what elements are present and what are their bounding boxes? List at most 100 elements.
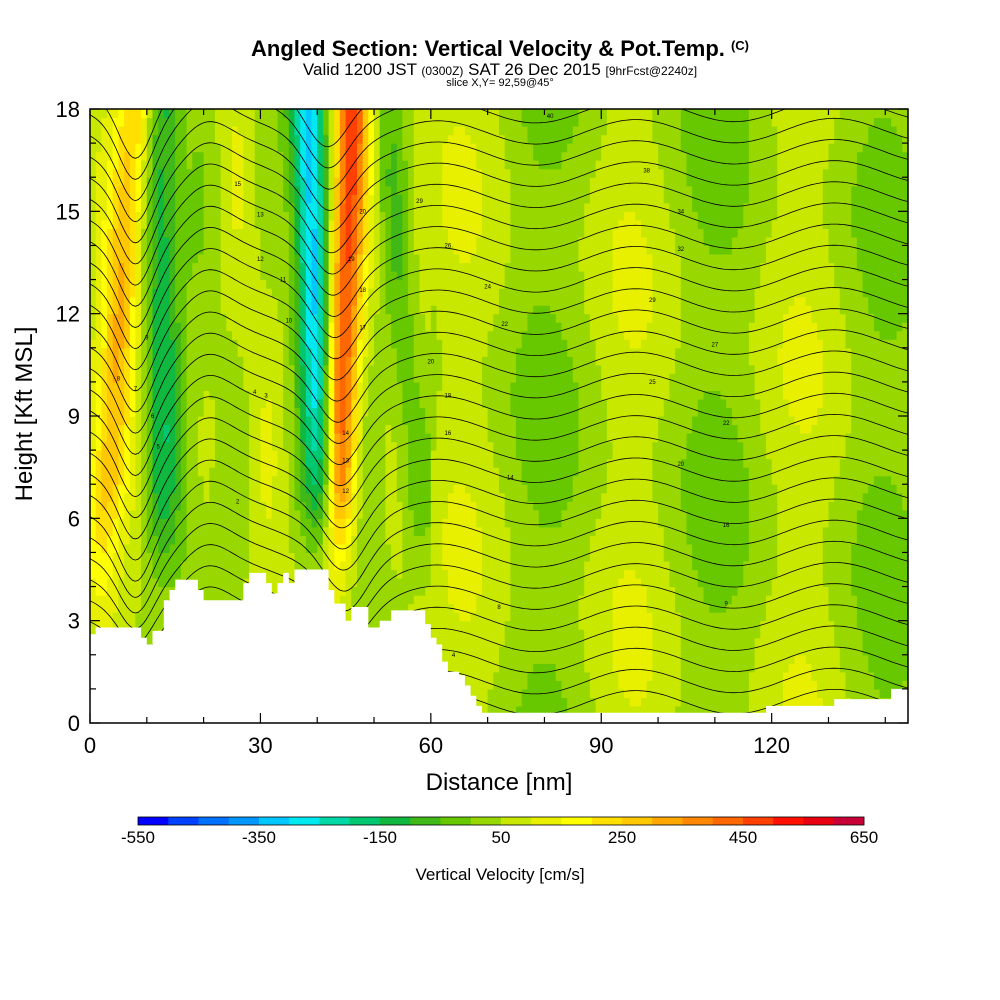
field-cell (447, 586, 455, 596)
field-cell (163, 373, 171, 383)
field-cell (271, 185, 279, 195)
field-cell (459, 518, 466, 528)
field-cell (152, 407, 159, 417)
field-cell (351, 177, 358, 187)
field-cell (118, 612, 125, 622)
field-cell (345, 612, 352, 622)
field-cell (385, 296, 392, 306)
field-cell (322, 339, 330, 349)
field-cell (197, 143, 205, 153)
field-cell (158, 313, 165, 323)
field-cell (294, 254, 301, 264)
field-cell (345, 441, 352, 451)
field-cell (294, 305, 301, 315)
field-cell (413, 373, 421, 383)
field-cell (152, 177, 159, 187)
field-cell (220, 373, 227, 383)
field-cell (101, 373, 108, 383)
field-cell (391, 458, 398, 468)
field-cell (442, 177, 449, 187)
field-cell (311, 450, 318, 460)
field-cell (95, 467, 102, 477)
field-cell (476, 501, 483, 511)
field-cell (152, 322, 159, 332)
field-cell (254, 245, 261, 255)
field-cell (112, 416, 119, 426)
field-cell (175, 279, 182, 289)
field-cell (288, 143, 296, 153)
field-cell (368, 185, 375, 195)
field-cell (124, 450, 131, 460)
field-cell (254, 450, 261, 460)
field-cell (311, 458, 318, 468)
field-cell (413, 578, 421, 588)
field-cell (385, 254, 392, 264)
field-cell (175, 109, 182, 119)
field-cell (271, 526, 279, 536)
field-cell (328, 484, 335, 494)
field-cell (413, 390, 421, 400)
field-cell (305, 177, 313, 187)
field-cell (95, 509, 102, 519)
field-cell (243, 254, 250, 264)
field-cell (226, 117, 233, 127)
field-cell (226, 339, 233, 349)
field-cell (95, 202, 102, 212)
field-cell (169, 535, 176, 545)
field-cell (266, 552, 273, 562)
field-cell (470, 373, 477, 383)
field-cell (396, 168, 404, 178)
field-cell (118, 441, 125, 451)
field-cell (322, 373, 330, 383)
field-cell (124, 168, 131, 178)
field-cell (95, 484, 102, 494)
field-cell (419, 271, 426, 281)
field-cell (118, 168, 125, 178)
field-cell (442, 484, 449, 494)
field-cell (413, 364, 421, 374)
field-cell (311, 535, 318, 545)
field-cell (101, 160, 108, 170)
chart-subtitle: Valid 1200 JST (0300Z) SAT 26 Dec 2015 [… (0, 60, 1000, 80)
field-cell (118, 424, 125, 434)
field-cell (379, 245, 386, 255)
field-cell (254, 356, 261, 366)
field-cell (180, 194, 188, 204)
field-cell (186, 313, 193, 323)
field-cell (232, 151, 239, 161)
field-cell (294, 441, 301, 451)
field-cell (90, 185, 97, 195)
field-cell (226, 254, 233, 264)
field-cell (288, 492, 296, 502)
field-cell (345, 143, 352, 153)
field-cell (305, 211, 313, 221)
field-cell (152, 424, 159, 434)
field-cell (476, 219, 483, 229)
field-cell (294, 168, 301, 178)
field-cell (345, 236, 352, 246)
field-cell (90, 194, 97, 204)
field-cell (339, 398, 347, 408)
field-cell (254, 330, 261, 340)
field-cell (152, 569, 159, 579)
field-cell (180, 373, 188, 383)
field-cell (391, 160, 398, 170)
field-cell (129, 313, 137, 323)
field-cell (391, 330, 398, 340)
field-cell (197, 279, 205, 289)
field-cell (186, 526, 193, 536)
field-cell (209, 595, 216, 605)
field-cell (237, 262, 244, 272)
field-cell (402, 433, 409, 443)
field-cell (220, 271, 227, 281)
field-cell (317, 109, 324, 119)
field-cell (334, 185, 341, 195)
field-cell (476, 313, 483, 323)
field-cell (379, 211, 386, 221)
field-cell (345, 202, 352, 212)
field-cell (311, 236, 318, 246)
field-cell (271, 552, 279, 562)
field-cell (203, 416, 210, 426)
field-cell (425, 458, 432, 468)
field-cell (158, 535, 165, 545)
